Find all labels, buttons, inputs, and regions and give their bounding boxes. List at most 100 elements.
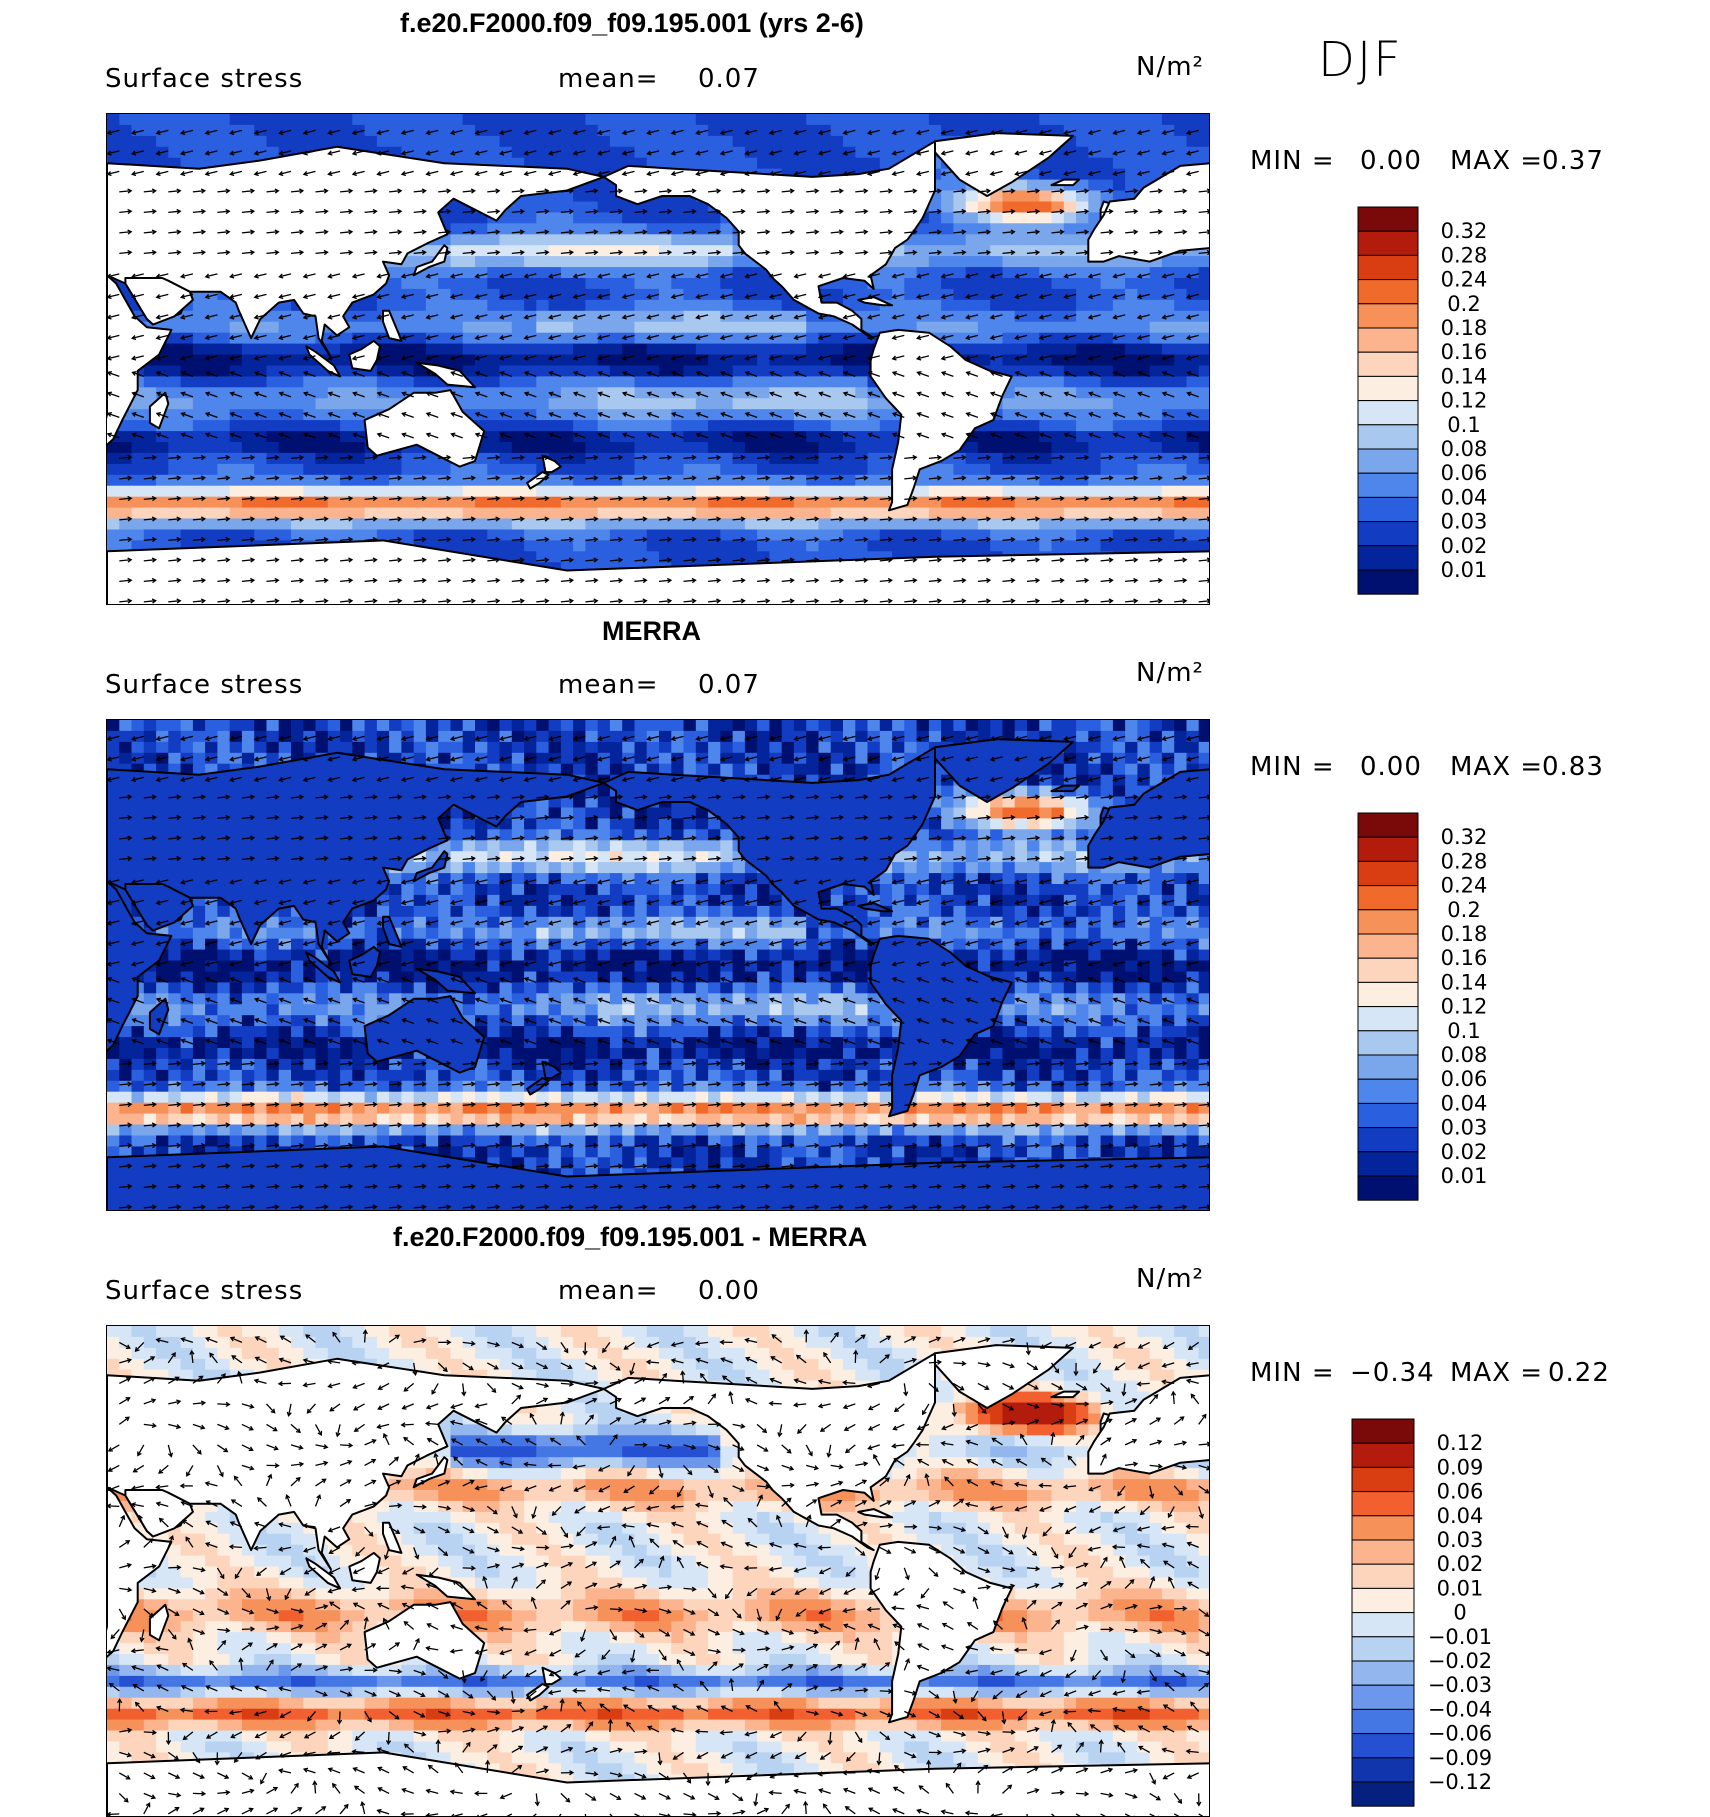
stress-arrow [560, 231, 573, 234]
stress-arrow [132, 129, 144, 134]
field-cell [916, 256, 930, 268]
field-cell [781, 343, 795, 356]
field-cell [793, 114, 807, 126]
stress-arrow [487, 251, 500, 255]
field-cell [450, 496, 464, 509]
field-cell [1137, 288, 1151, 301]
field-cell [413, 114, 427, 126]
field-cell [830, 398, 844, 410]
stress-arrow [1162, 129, 1175, 134]
field-cell [830, 409, 844, 421]
field-cell [953, 190, 967, 202]
field-cell [364, 409, 378, 421]
field-cell [1112, 168, 1126, 181]
field-cell [548, 354, 562, 366]
field-cell [438, 212, 452, 224]
field-cell [928, 223, 942, 235]
stress-arrowhead [274, 188, 280, 194]
field-cell [683, 376, 697, 388]
stress-arrowhead [107, 294, 112, 300]
field-cell [156, 354, 169, 366]
field-cell [511, 420, 525, 432]
field-cell [278, 452, 292, 465]
field-cell [1186, 507, 1200, 520]
stress-arrowhead [814, 249, 820, 256]
field-cell [609, 321, 623, 334]
stress-arrow [511, 190, 524, 193]
field-cell [511, 398, 525, 410]
field-cell [573, 278, 586, 290]
field-cell [1076, 124, 1089, 137]
field-cell [990, 332, 1004, 345]
field-cell [524, 267, 537, 279]
field-cell [965, 245, 979, 257]
field-cell [1076, 387, 1089, 399]
field-cell [990, 507, 1004, 520]
field-cell [1063, 398, 1077, 410]
field-cell [990, 234, 1004, 246]
field-cell [879, 310, 893, 323]
field-cell [659, 135, 672, 148]
field-cell [1051, 540, 1065, 552]
field-cell [364, 507, 378, 520]
stress-arrowhead [597, 294, 603, 300]
stress-arrow [266, 231, 279, 234]
field-cell [438, 267, 452, 279]
field-cell [536, 551, 550, 563]
field-cell [303, 431, 317, 443]
field-cell [389, 354, 402, 366]
field-cell [879, 278, 893, 290]
field-cell [327, 518, 341, 530]
field-cell [315, 420, 329, 432]
field-cell [425, 474, 439, 487]
stress-arrow [977, 231, 990, 234]
stress-arrow [1137, 293, 1150, 298]
stress-arrow [450, 150, 463, 155]
field-cell [401, 343, 415, 356]
field-cell [646, 124, 660, 137]
field-cell [1063, 354, 1077, 366]
field-cell [560, 496, 574, 509]
field-cell [1198, 540, 1209, 552]
field-cell [597, 431, 611, 443]
stress-arrowhead [278, 335, 284, 341]
stress-arrow [143, 210, 156, 214]
field-cell [1002, 485, 1016, 498]
stress-arrow [732, 210, 745, 214]
field-cell [928, 507, 942, 520]
field-cell [818, 114, 832, 126]
field-cell [560, 365, 574, 377]
field-cell [720, 518, 734, 530]
field-cell [438, 114, 452, 126]
stress-arrow [132, 273, 144, 278]
stress-arrowhead [130, 150, 137, 156]
field-cell [205, 431, 218, 443]
field-cell [291, 485, 304, 498]
field-cell [769, 332, 783, 345]
field-cell [892, 114, 905, 126]
stress-arrowhead [107, 335, 112, 341]
field-cell [843, 551, 856, 563]
field-cell [597, 201, 611, 213]
stress-arrowhead [400, 171, 407, 177]
field-cell [1125, 409, 1138, 421]
field-cell [168, 354, 182, 366]
stress-arrow [892, 170, 905, 175]
stress-arrowhead [1136, 314, 1143, 320]
stress-arrowhead [1014, 130, 1020, 136]
stress-arrow [855, 251, 868, 255]
field-cell [168, 529, 182, 541]
field-cell [843, 365, 856, 377]
field-cell [389, 518, 402, 530]
field-cell [843, 442, 856, 454]
field-cell [487, 518, 501, 530]
field-cell [524, 529, 537, 541]
field-cell [511, 288, 525, 301]
field-cell [720, 551, 734, 563]
stress-arrowhead [572, 171, 578, 177]
field-cell [683, 551, 697, 563]
field-cell [732, 431, 746, 443]
field-cell [462, 234, 476, 246]
field-cell [425, 496, 439, 509]
field-cell [916, 474, 930, 487]
